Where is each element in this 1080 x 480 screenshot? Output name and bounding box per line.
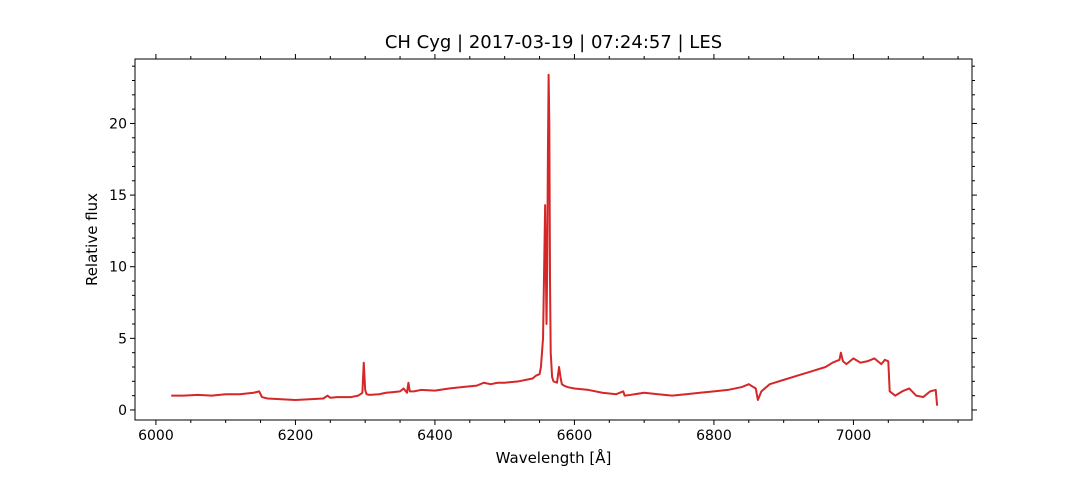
x-axis: 6000 6200 6400 6600 6800 7000 xyxy=(138,54,959,444)
x-tick-label: 7000 xyxy=(836,428,872,444)
x-tick-label: 6400 xyxy=(417,428,453,444)
plot-area xyxy=(171,73,939,406)
x-tick-label: 6600 xyxy=(557,428,593,444)
y-tick-label: 20 xyxy=(109,116,127,132)
y-axis-title: Relative flux xyxy=(83,193,101,286)
y-tick-label: 0 xyxy=(118,403,127,419)
x-tick-label: 6200 xyxy=(278,428,314,444)
x-tick-label: 6000 xyxy=(138,428,174,444)
y-axis: 0 5 10 15 20 xyxy=(109,65,977,419)
x-axis-title: Wavelength [Å] xyxy=(496,448,612,467)
y-tick-label: 15 xyxy=(109,188,127,204)
y-tick-label: 5 xyxy=(118,331,127,347)
spectrum-line-0 xyxy=(171,73,939,406)
x-tick-label: 6800 xyxy=(696,428,732,444)
plot-frame xyxy=(134,58,973,421)
y-tick-label: 10 xyxy=(109,260,127,276)
chart-title: CH Cyg | 2017-03-19 | 07:24:57 | LES xyxy=(385,32,722,53)
